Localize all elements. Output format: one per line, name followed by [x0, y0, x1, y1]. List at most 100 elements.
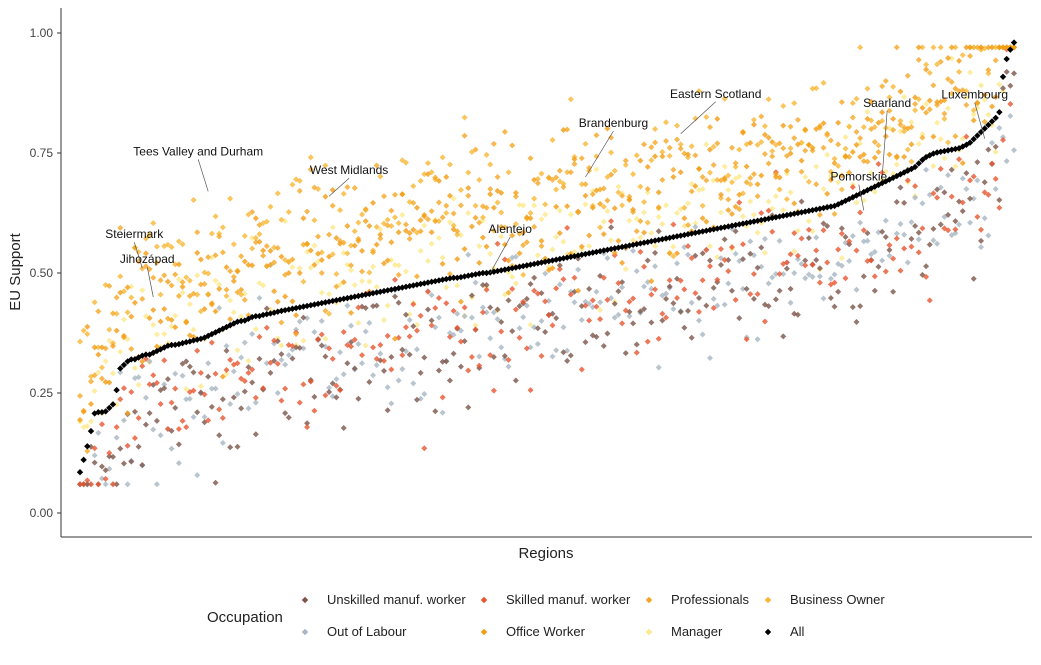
point-business-owner: [549, 137, 556, 144]
point-manager: [644, 189, 651, 196]
point-professionals: [472, 146, 479, 153]
point-business-owner: [384, 216, 391, 223]
point-professionals: [637, 218, 644, 225]
point-professionals: [476, 219, 483, 226]
point-professionals: [912, 101, 919, 108]
point-office-worker: [351, 242, 358, 249]
point-out-of-labour: [633, 268, 640, 275]
point-unskilled-manuf-worker: [564, 357, 571, 364]
point-business-owner: [186, 277, 193, 284]
point-unskilled-manuf-worker: [304, 420, 311, 427]
point-unskilled-manuf-worker: [428, 317, 435, 324]
point-professionals: [487, 186, 494, 192]
point-skilled-manuf-worker: [417, 312, 424, 319]
point-out-of-labour: [556, 281, 563, 288]
point-skilled-manuf-worker: [765, 207, 772, 214]
point-professionals: [622, 157, 629, 164]
point-all: [860, 188, 868, 196]
point-manager: [113, 401, 120, 408]
point-skilled-manuf-worker: [468, 354, 475, 360]
point-professionals: [443, 202, 450, 209]
point-manager: [531, 202, 538, 209]
point-out-of-labour: [915, 236, 922, 243]
point-business-owner: [699, 202, 706, 209]
point-business-owner: [703, 114, 710, 120]
point-business-owner: [736, 146, 743, 153]
point-all: [183, 339, 190, 346]
point-business-owner: [490, 227, 497, 234]
point-out-of-labour: [685, 251, 692, 258]
point-skilled-manuf-worker: [853, 247, 860, 254]
point-manager: [435, 234, 442, 241]
point-office-worker: [428, 229, 435, 236]
point-skilled-manuf-worker: [384, 332, 391, 339]
point-all: [754, 217, 761, 224]
point-office-worker: [300, 215, 307, 222]
point-skilled-manuf-worker: [337, 387, 344, 394]
point-skilled-manuf-worker: [893, 235, 900, 242]
point-office-worker: [860, 151, 867, 158]
point-unskilled-manuf-worker: [212, 479, 219, 486]
point-all: [512, 264, 520, 271]
point-all: [450, 274, 457, 281]
point-manager: [703, 141, 710, 148]
point-unskilled-manuf-worker: [685, 307, 692, 314]
point-all: [164, 342, 172, 349]
point-office-worker: [498, 189, 505, 196]
point-skilled-manuf-worker: [91, 445, 98, 452]
point-unskilled-manuf-worker: [666, 283, 673, 290]
point-all: [717, 224, 725, 232]
point-skilled-manuf-worker: [509, 285, 516, 292]
point-office-worker: [128, 313, 135, 320]
point-out-of-labour: [772, 270, 779, 277]
point-manager: [747, 198, 754, 205]
point-manager: [106, 337, 113, 344]
point-professionals: [663, 138, 670, 144]
point-all: [128, 356, 135, 363]
point-unskilled-manuf-worker: [348, 339, 355, 346]
point-unskilled-manuf-worker: [750, 295, 757, 302]
point-skilled-manuf-worker: [641, 263, 648, 270]
legend-label: Manager: [671, 624, 723, 639]
point-skilled-manuf-worker: [329, 355, 336, 362]
point-all: [952, 145, 959, 153]
point-out-of-labour: [754, 336, 761, 343]
point-office-worker: [531, 176, 538, 183]
point-skilled-manuf-worker: [728, 244, 735, 251]
point-professionals: [904, 72, 911, 79]
point-office-worker: [479, 234, 486, 241]
point-professionals: [432, 174, 439, 181]
point-business-owner: [780, 102, 787, 109]
point-professionals: [857, 135, 864, 142]
point-manager: [615, 183, 622, 190]
point-out-of-labour: [816, 273, 823, 280]
point-business-owner: [307, 154, 314, 161]
point-out-of-labour: [904, 259, 911, 266]
point-professionals: [329, 202, 336, 209]
point-office-worker: [970, 117, 977, 124]
point-manager: [120, 316, 127, 323]
point-office-worker: [95, 351, 102, 358]
point-professionals: [567, 169, 574, 176]
point-manager: [721, 163, 728, 170]
point-office-worker: [655, 189, 662, 196]
point-professionals: [446, 270, 453, 277]
point-skilled-manuf-worker: [622, 307, 629, 314]
point-out-of-labour: [340, 371, 347, 378]
point-skilled-manuf-worker: [216, 406, 223, 413]
point-manager: [934, 119, 941, 126]
point-skilled-manuf-worker: [355, 304, 362, 311]
point-business-owner: [230, 241, 237, 248]
point-professionals: [798, 168, 805, 175]
point-office-worker: [450, 226, 457, 233]
annotation-leader-line: [974, 102, 986, 139]
point-unskilled-manuf-worker: [461, 338, 468, 345]
point-business-owner: [91, 299, 98, 306]
point-out-of-labour: [868, 251, 875, 258]
point-office-worker: [439, 260, 446, 267]
point-out-of-labour: [348, 322, 355, 329]
annotation-label: Tees Valley and Durham: [133, 144, 263, 158]
point-unskilled-manuf-worker: [652, 249, 659, 256]
point-out-of-labour: [359, 360, 366, 367]
point-manager: [626, 217, 633, 224]
